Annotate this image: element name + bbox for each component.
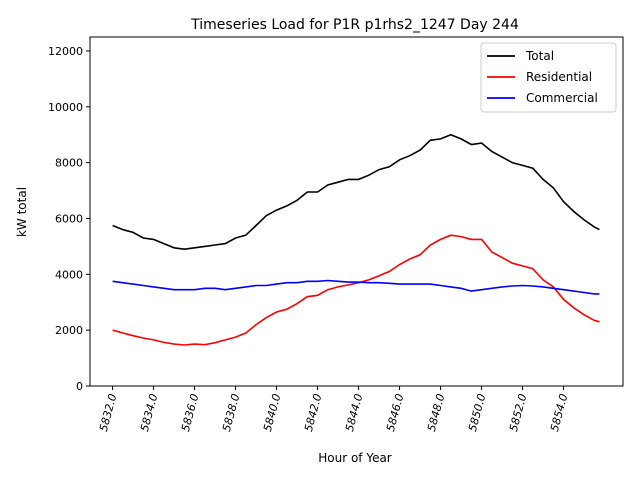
x-tick-label: 5836.0 xyxy=(179,392,202,433)
series-line-commercial xyxy=(112,279,600,295)
y-tick-label: 0 xyxy=(76,380,83,393)
y-tick-label: 10000 xyxy=(48,101,83,114)
legend-label-total: Total xyxy=(525,49,554,63)
x-tick-label: 5834.0 xyxy=(138,392,161,433)
y-tick-label: 4000 xyxy=(55,268,83,281)
series-line-total xyxy=(112,133,600,251)
x-tick-label: 5840.0 xyxy=(261,392,284,433)
y-tick-label: 2000 xyxy=(55,324,83,337)
y-tick-label: 8000 xyxy=(55,157,83,170)
x-tick-label: 5846.0 xyxy=(384,392,407,433)
x-tick-label: 5842.0 xyxy=(302,392,325,433)
x-tick-label: 5844.0 xyxy=(343,392,366,433)
x-tick-label: 5850.0 xyxy=(466,392,489,433)
x-tick-label: 5832.0 xyxy=(97,392,120,433)
x-tick-label: 5838.0 xyxy=(220,392,243,433)
x-tick-label: 5852.0 xyxy=(507,392,530,433)
legend: Total Residential Commercial xyxy=(480,42,617,113)
y-tick-label: 12000 xyxy=(48,45,83,58)
legend-box xyxy=(480,42,617,113)
chart-title: Timeseries Load for P1R p1rhs2_1247 Day … xyxy=(190,17,519,33)
x-tick-label: 5848.0 xyxy=(425,392,448,433)
x-axis-label: Hour of Year xyxy=(318,451,392,465)
legend-label-commercial: Commercial xyxy=(526,91,598,105)
y-axis-label: kW total xyxy=(15,187,29,237)
x-tick-label: 5854.0 xyxy=(548,392,571,433)
plot-frame xyxy=(89,36,624,387)
legend-label-residential: Residential xyxy=(526,70,592,84)
y-tick-label: 6000 xyxy=(55,212,83,225)
